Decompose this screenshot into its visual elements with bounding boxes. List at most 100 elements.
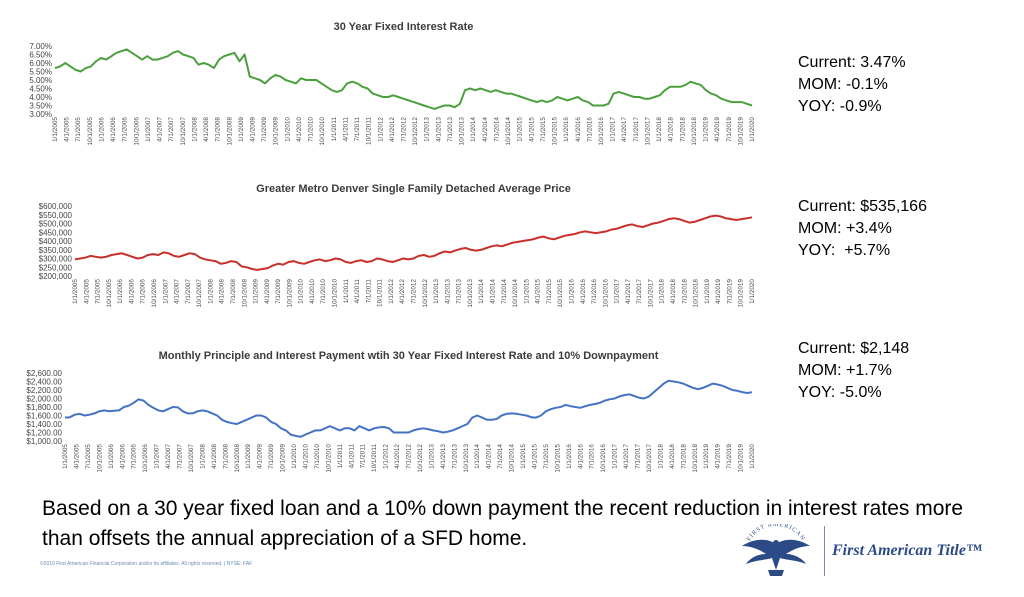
y-tick-label: $2,400.00	[26, 378, 62, 387]
x-tick-label: 10/1/2011	[371, 444, 378, 472]
y-tick-label: $2,600.00	[26, 369, 62, 378]
x-tick-label: 1/1/2007	[145, 117, 152, 142]
x-tick-label: 1/1/2005	[52, 117, 59, 142]
x-tick-label: 4/1/2013	[440, 444, 447, 469]
x-tick-label: 4/1/2008	[219, 279, 226, 304]
x-tick-label: 4/1/2013	[444, 279, 451, 304]
x-tick-label: 10/1/2008	[234, 444, 241, 473]
x-tick-label: 10/1/2017	[647, 279, 654, 308]
x-tick-label: 1/1/2011	[331, 117, 338, 142]
x-tick-label: 1/1/2015	[517, 117, 524, 142]
y-tick-label: $2,000.00	[26, 395, 62, 404]
interest-rate-stats: Current: 3.47% MOM: -0.1% YOY: -0.9%	[798, 52, 906, 118]
copyright-text: ©2019 First American Financial Corporati…	[40, 561, 253, 567]
x-tick-label: 10/1/2019	[737, 117, 744, 146]
x-tick-label: 7/1/2014	[497, 444, 504, 469]
home-price-stats: Current: $535,166 MOM: +3.4% YOY: +5.7%	[798, 196, 927, 262]
x-tick-label: 4/1/2010	[302, 444, 309, 469]
x-tick-label: 7/1/2013	[451, 444, 458, 469]
x-tick-label: 10/1/2018	[692, 444, 699, 473]
x-tick-label: 10/1/2009	[286, 279, 293, 308]
x-tick-label: 4/1/2013	[435, 117, 442, 142]
x-tick-label: 4/1/2008	[211, 444, 218, 469]
x-tick-label: 10/1/2018	[693, 279, 700, 308]
x-tick-label: 7/1/2014	[501, 279, 508, 304]
x-tick-label: 1/1/2007	[162, 279, 169, 304]
x-tick-label: 7/1/2012	[411, 279, 418, 304]
x-tick-label: 1/1/2013	[428, 444, 435, 469]
x-tick-label: 4/1/2016	[577, 444, 584, 469]
y-tick-label: $1,400.00	[26, 420, 62, 429]
x-tick-label: 7/1/2016	[589, 444, 596, 469]
x-tick-label: 10/1/2016	[602, 279, 609, 308]
x-tick-label: 7/1/2009	[261, 117, 268, 142]
y-tick-label: $550,000	[39, 211, 73, 220]
x-tick-label: 10/1/2005	[106, 279, 113, 308]
x-tick-label: 10/1/2013	[459, 117, 466, 146]
y-tick-label: $350,000	[39, 246, 73, 255]
y-tick-label: $2,200.00	[26, 386, 62, 395]
x-tick-label: 4/1/2007	[157, 117, 164, 142]
x-tick-label: 1/1/2010	[298, 279, 305, 304]
x-tick-label: 10/1/2017	[644, 117, 651, 146]
y-tick-label: 4.50%	[29, 85, 52, 94]
x-tick-label: 4/1/2007	[165, 444, 172, 469]
y-tick-label: 5.00%	[29, 76, 52, 85]
x-tick-label: 4/1/2010	[296, 117, 303, 142]
x-tick-label: 10/1/2012	[412, 117, 419, 146]
interest-rate-yoy: YOY: -0.9%	[798, 98, 882, 115]
x-tick-label: 1/1/2010	[291, 444, 298, 469]
x-tick-label: 7/1/2019	[726, 279, 733, 304]
y-tick-label: 4.00%	[29, 93, 52, 102]
x-tick-label: 10/1/2007	[188, 444, 195, 473]
x-tick-label: 1/1/2009	[253, 279, 260, 304]
x-tick-label: 4/1/2016	[575, 117, 582, 142]
interest-rate-chart: 30 Year Fixed Interest Rate 3.00% 3.50% 4.0…	[0, 14, 760, 169]
x-tick-label: 4/1/2015	[535, 279, 542, 304]
x-tick-label: 10/1/2013	[463, 444, 470, 473]
x-tick-label: 10/1/2014	[509, 444, 516, 473]
series-line	[74, 214, 753, 271]
x-tick-label: 4/1/2014	[489, 279, 496, 304]
chart-title: 30 Year Fixed Interest Rate	[334, 21, 474, 33]
x-tick-label: 4/1/2005	[73, 444, 80, 469]
x-tick-label: 1/1/2013	[433, 279, 440, 304]
x-tick-label: 1/1/2020	[749, 279, 756, 304]
series-line	[54, 48, 753, 110]
x-tick-label: 7/1/2019	[726, 117, 733, 142]
x-tick-label: 10/1/2008	[226, 117, 233, 146]
x-tick-label: 7/1/2017	[636, 279, 643, 304]
y-tick-label: $450,000	[39, 228, 73, 237]
x-tick-label: 1/1/2016	[566, 444, 573, 469]
company-logo-text: First American Title™	[832, 542, 982, 559]
y-tick-label: $1,000.00	[26, 437, 62, 446]
x-tick-label: 10/1/2016	[598, 117, 605, 146]
monthly-payment-mom: MOM: +1.7%	[798, 362, 892, 379]
x-tick-label: 4/1/2009	[257, 444, 264, 469]
x-tick-label: 7/1/2006	[122, 117, 129, 142]
x-tick-label: 1/1/2005	[62, 444, 69, 469]
x-tick-label: 1/1/2008	[191, 117, 198, 142]
x-tick-label: 10/1/2019	[738, 444, 745, 473]
x-tick-label: 10/1/2013	[467, 279, 474, 308]
x-tick-label: 1/1/2018	[657, 444, 664, 469]
x-tick-label: 4/1/2015	[528, 117, 535, 142]
x-tick-label: 4/1/2010	[309, 279, 316, 304]
x-tick-label: 4/1/2019	[715, 444, 722, 469]
x-tick-label: 4/1/2018	[669, 444, 676, 469]
series-line	[64, 379, 753, 438]
x-tick-label: 7/1/2007	[185, 279, 192, 304]
y-tick-label: 7.00%	[29, 42, 52, 51]
x-tick-label: 1/1/2017	[614, 279, 621, 304]
x-tick-label: 1/1/2006	[117, 279, 124, 304]
x-tick-label: 4/1/2008	[203, 117, 210, 142]
x-tick-label: 7/1/2010	[314, 444, 321, 469]
x-tick-label: 10/1/2015	[557, 279, 564, 308]
y-tick-label: $1,800.00	[26, 403, 62, 412]
x-tick-label: 1/1/2020	[749, 117, 756, 142]
x-tick-label: 4/1/2015	[531, 444, 538, 469]
home-price-current: Current: $535,166	[798, 198, 927, 215]
x-tick-label: 4/1/2014	[482, 117, 489, 142]
x-tick-label: 7/1/2007	[168, 117, 175, 142]
x-tick-label: 10/1/2007	[180, 117, 187, 146]
